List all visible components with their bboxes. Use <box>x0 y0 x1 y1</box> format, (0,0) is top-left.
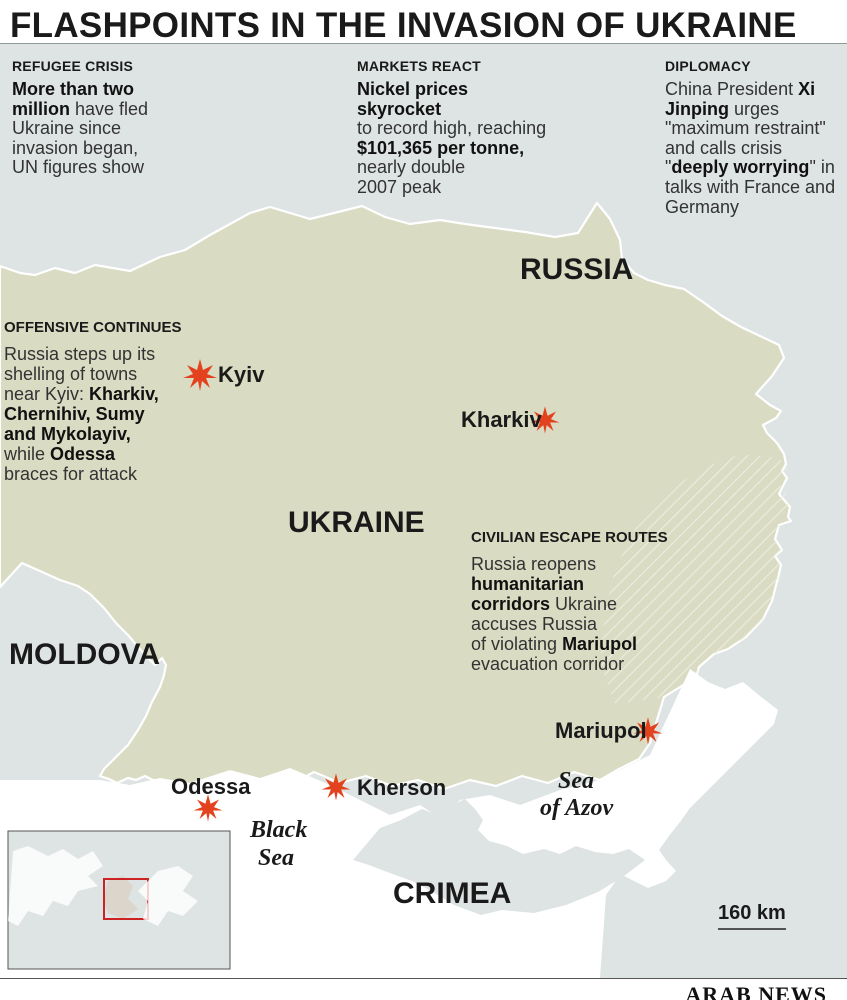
svg-text:CIVILIAN ESCAPE ROUTES: CIVILIAN ESCAPE ROUTES <box>471 529 668 546</box>
svg-text:MOLDOVA: MOLDOVA <box>9 638 160 671</box>
svg-text:UKRAINE: UKRAINE <box>288 506 425 539</box>
svg-text:160 km: 160 km <box>718 902 786 924</box>
svg-text:RUSSIA: RUSSIA <box>520 253 633 286</box>
svg-text:Odessa: Odessa <box>171 774 251 799</box>
svg-text:Kharkiv: Kharkiv <box>461 407 542 432</box>
svg-text:OFFENSIVE CONTINUES: OFFENSIVE CONTINUES <box>4 319 182 336</box>
svg-text:Mariupol: Mariupol <box>555 718 647 743</box>
svg-text:Sea: Sea <box>558 768 594 794</box>
svg-text:CRIMEA: CRIMEA <box>393 877 511 910</box>
svg-text:of Azov: of Azov <box>540 795 613 821</box>
svg-text:Black: Black <box>249 817 307 843</box>
svg-text:Kherson: Kherson <box>357 775 446 800</box>
svg-text:Kyiv: Kyiv <box>218 362 265 387</box>
svg-text:Sea: Sea <box>258 845 294 871</box>
